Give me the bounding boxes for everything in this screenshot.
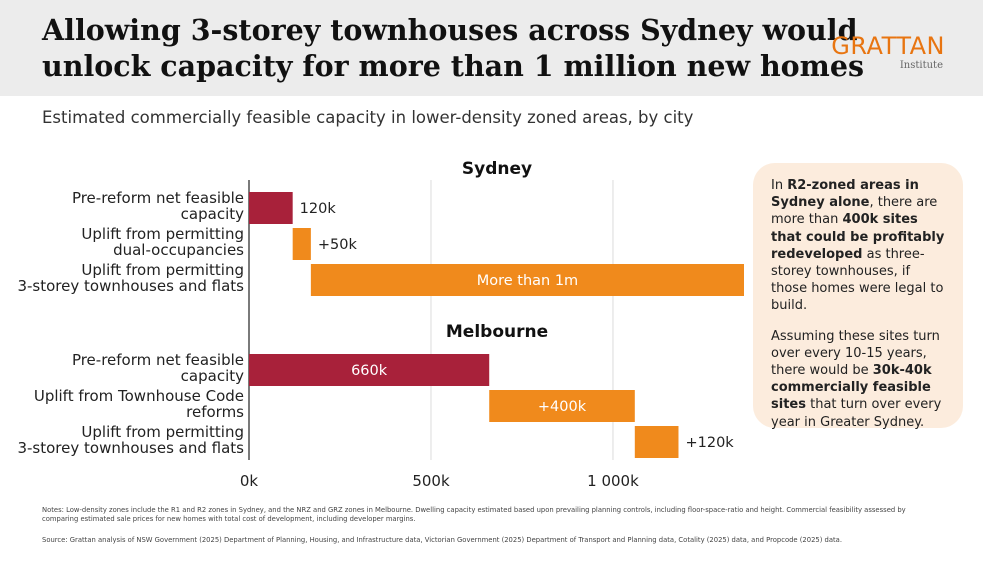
callout-box: In R2-zoned areas in Sydney alone, there…: [753, 163, 963, 431]
x-tick-label-0: 0k: [240, 472, 259, 490]
data-label-sydney-0: 120k: [300, 201, 337, 217]
bar-sydney-2: [310, 264, 744, 296]
bar-melbourne-2: [634, 426, 679, 458]
logo-subtext: Institute: [899, 60, 943, 71]
chart-source: Source: Grattan analysis of NSW Governme…: [42, 536, 842, 544]
category-label-melbourne-0-0: Pre-reform net feasible: [72, 351, 244, 369]
data-label-melbourne-2: +120k: [685, 435, 734, 451]
data-label-sydney-2: More than 1m: [477, 273, 578, 289]
category-label-sydney-1-1: dual-occupancies: [113, 241, 244, 259]
category-label-sydney-2-1: 3-storey townhouses and flats: [17, 277, 244, 295]
bar-sydney-0: [249, 192, 293, 224]
callout-p2-run-1: 30k-40k commercially feasible sites: [771, 363, 932, 413]
category-label-melbourne-2-1: 3-storey townhouses and flats: [17, 439, 244, 457]
title-line-2: unlock capacity for more than 1 million …: [42, 49, 865, 83]
category-label-melbourne-2-0: Uplift from permitting: [81, 423, 244, 441]
bar-melbourne-0: [249, 354, 490, 386]
category-label-melbourne-0-1: capacity: [181, 367, 244, 385]
title-line-1: Allowing 3-storey townhouses across Sydn…: [42, 13, 858, 47]
callout-p1-run-4: as three-storey townhouses, if those hom…: [771, 246, 944, 314]
bar-melbourne-1: [489, 390, 635, 422]
chart-subtitle: Estimated commercially feasible capacity…: [42, 108, 694, 127]
callout-p1-run-1: R2-zoned areas in Sydney alone: [771, 178, 919, 211]
bar-sydney-1: [292, 228, 311, 260]
data-label-melbourne-1: +400k: [538, 399, 587, 415]
x-tick-label-2: 1 000k: [587, 472, 639, 490]
data-label-sydney-1: +50k: [318, 237, 358, 253]
group-title-melbourne: Melbourne: [446, 322, 548, 342]
category-label-sydney-1-0: Uplift from permitting: [81, 225, 244, 243]
grattan-logo: GRATTAN Institute: [831, 34, 945, 71]
callout-p1-run-0: In: [771, 178, 788, 193]
callout-p2-run-0: Assuming these sites turn over every 10-…: [771, 328, 940, 379]
chart-notes: Notes: Low-density zones include the R1 …: [42, 506, 906, 523]
category-label-sydney-0-0: Pre-reform net feasible: [72, 189, 244, 207]
callout-p1-run-2: , there are more than: [771, 195, 938, 228]
category-label-sydney-0-1: capacity: [181, 205, 244, 223]
callout-p1-run-3: 400k sites that could be profitably rede…: [771, 212, 945, 262]
group-title-sydney: Sydney: [462, 159, 532, 179]
waterfall-chart: 0k 500k 1 000k Sydney Pre-reform net feasibl…: [17, 159, 744, 490]
logo-wordmark: GRATTAN: [831, 32, 945, 60]
category-label-sydney-2-0: Uplift from permitting: [81, 261, 244, 279]
category-label-melbourne-1-1: reforms: [186, 403, 244, 421]
callout-paragraph-1: In R2-zoned areas in Sydney alone, there…: [771, 177, 949, 315]
category-label-melbourne-1-0: Uplift from Townhouse Code: [34, 387, 244, 405]
x-tick-label-1: 500k: [412, 472, 450, 490]
page-title: Allowing 3-storey townhouses across Sydn…: [42, 12, 865, 84]
callout-p2-run-2: that turn over every year in Greater Syd…: [771, 397, 942, 430]
callout-paragraph-2: Assuming these sites turn over every 10-…: [771, 328, 949, 431]
data-label-melbourne-0: 660k: [351, 363, 388, 379]
header-band: Allowing 3-storey townhouses across Sydn…: [0, 0, 983, 96]
